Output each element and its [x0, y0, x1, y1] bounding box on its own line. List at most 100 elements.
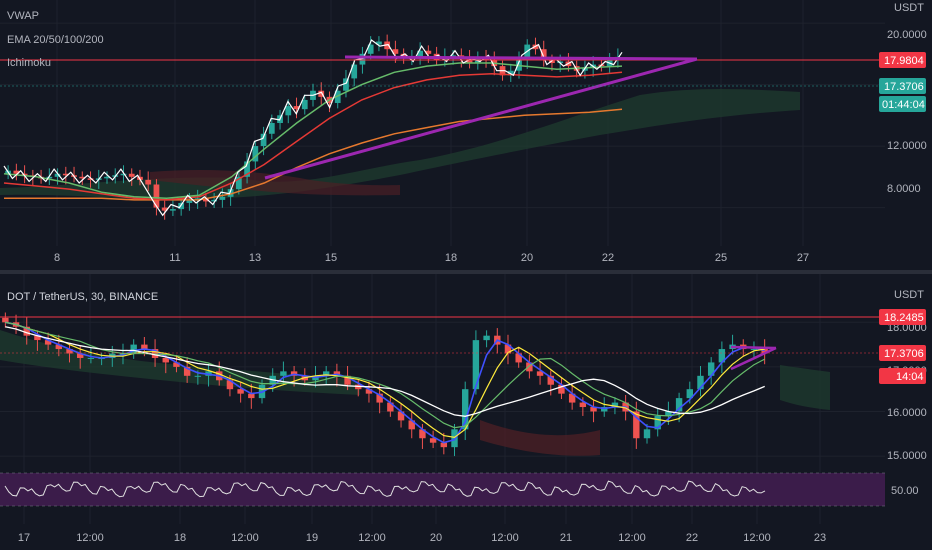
bottom-x-tick-label: 12:00 [491, 532, 519, 544]
bottom-candle-body [141, 344, 148, 350]
top-candle-body [417, 50, 424, 57]
top-price-axis[interactable] [885, 0, 932, 270]
bottom-candle-body [55, 344, 63, 350]
bottom-candle-body [162, 357, 169, 363]
rsi-line [4, 480, 766, 498]
bottom-x-tick-label: 12:00 [358, 532, 386, 544]
top-x-tick-label: 18 [445, 252, 457, 264]
bottom-candle-body [665, 411, 672, 416]
bottom-ema-20-line [5, 321, 765, 444]
top-candle-body [293, 106, 300, 110]
bottom-candle-body [376, 393, 383, 403]
top-x-tick-label: 15 [325, 252, 337, 264]
bottom-candle-body [408, 420, 415, 430]
top-candle-body [301, 99, 308, 110]
top-candle-body [54, 173, 61, 177]
top-candle-body [13, 170, 20, 174]
bottom-price-tag-last-text: 17.3706 [884, 348, 924, 360]
bottom-candle-body [761, 349, 768, 354]
indicator-ichimoku[interactable]: Ichimoku [7, 57, 51, 69]
bottom-candle-body [718, 349, 726, 363]
top-indicator-lines [3, 39, 623, 217]
bottom-x-tick-label: 21 [560, 532, 572, 544]
panel-divider[interactable] [0, 270, 932, 274]
bottom-candle-body [23, 326, 30, 336]
bottom-candle-body [226, 380, 234, 390]
bottom-candle-body [536, 371, 544, 376]
top-candle-body [376, 41, 382, 45]
bottom-y-tick-15: 15.0000 [887, 450, 927, 462]
bottom-candle-body [558, 384, 565, 394]
bottom-ema-100-line [5, 321, 765, 429]
bottom-candle-body [515, 353, 522, 363]
chart-symbol-title[interactable]: DOT / TetherUS, 30, BINANCE [7, 291, 158, 303]
bottom-candle-body [397, 411, 405, 421]
top-candle-body [235, 176, 242, 190]
bottom-x-tick-label: 17 [18, 532, 30, 544]
bottom-candle-body [440, 442, 448, 448]
top-time-axis[interactable] [0, 246, 885, 270]
top-x-tick-label: 22 [602, 252, 614, 264]
bottom-candle-body [322, 371, 330, 376]
bottom-candle-body [173, 362, 180, 367]
bottom-x-tick-label: 20 [430, 532, 442, 544]
bottom-candle-body [568, 393, 576, 403]
top-cloud-bearish [150, 170, 400, 196]
bottom-candle-body [344, 375, 351, 385]
top-candle-body [211, 199, 218, 202]
bottom-candle-body [547, 375, 554, 385]
top-candle-body [87, 178, 94, 180]
bottom-y-tick-16: 16.0000 [887, 407, 927, 419]
rsi-band [0, 473, 885, 506]
bottom-price-tag-resistance-text: 18.2485 [884, 312, 924, 324]
top-candle-body [466, 58, 473, 64]
top-candle-body [334, 90, 341, 104]
bottom-candle-body [237, 389, 244, 394]
bottom-candle-body [579, 402, 587, 408]
bottom-candle-body [130, 344, 137, 354]
top-ema-20-line [3, 62, 623, 200]
bottom-countdown-tag [879, 368, 926, 384]
bottom-candle-body [419, 429, 426, 439]
bottom-x-tick-label: 23 [814, 532, 826, 544]
top-price-tag-last-text: 17.3706 [884, 81, 924, 93]
top-x-tick-label: 20 [521, 252, 533, 264]
top-x-ticks: 8 11 13 15 18 20 22 25 27 [54, 252, 809, 264]
bottom-candle-body [472, 340, 480, 390]
top-candle-body [425, 50, 432, 54]
bottom-vwap-line [5, 326, 765, 417]
bottom-panel: DOT / TetherUS, 30, BINANCE USDT 18.0000… [0, 274, 932, 550]
bottom-candle-body [643, 429, 651, 439]
indicator-ema[interactable]: EMA 20/50/100/200 [7, 34, 104, 46]
top-panel: VWAP EMA 20/50/100/200 Ichimoku USDT 20.… [0, 0, 932, 270]
bottom-candle-body [611, 402, 619, 408]
top-candle-body [128, 173, 135, 177]
bottom-price-tag-last [879, 345, 926, 361]
top-candle-body [79, 176, 86, 179]
bottom-candle-body [194, 375, 202, 377]
bottom-candle-body [526, 362, 533, 372]
bottom-countdown-tag-text: 14:04 [896, 371, 924, 383]
bottom-candle-body [34, 335, 41, 341]
top-candle-body [507, 70, 514, 76]
bottom-x-tick-label: 22 [686, 532, 698, 544]
top-candle-body [153, 184, 160, 208]
top-candle-body [540, 49, 547, 60]
bottom-candle-body [248, 393, 255, 399]
top-x-tick-label: 27 [797, 252, 809, 264]
top-price-tag-resistance [879, 52, 926, 68]
bottom-price-tag-resistance [879, 309, 926, 325]
top-candle-body [219, 196, 226, 200]
bottom-currency-label: USDT [894, 289, 924, 301]
top-candle-body [260, 133, 267, 147]
top-currency-label: USDT [894, 2, 924, 14]
bottom-time-axis[interactable] [0, 524, 885, 550]
bottom-candle-body [697, 375, 704, 390]
top-candle-body [120, 173, 127, 176]
top-candle-body [252, 146, 259, 162]
indicator-vwap[interactable]: VWAP [7, 10, 39, 22]
bottom-x-tick-label: 12:00 [231, 532, 259, 544]
bottom-ema-50-line [5, 321, 765, 439]
top-plot-area [0, 0, 885, 270]
top-candle-body [186, 199, 193, 203]
